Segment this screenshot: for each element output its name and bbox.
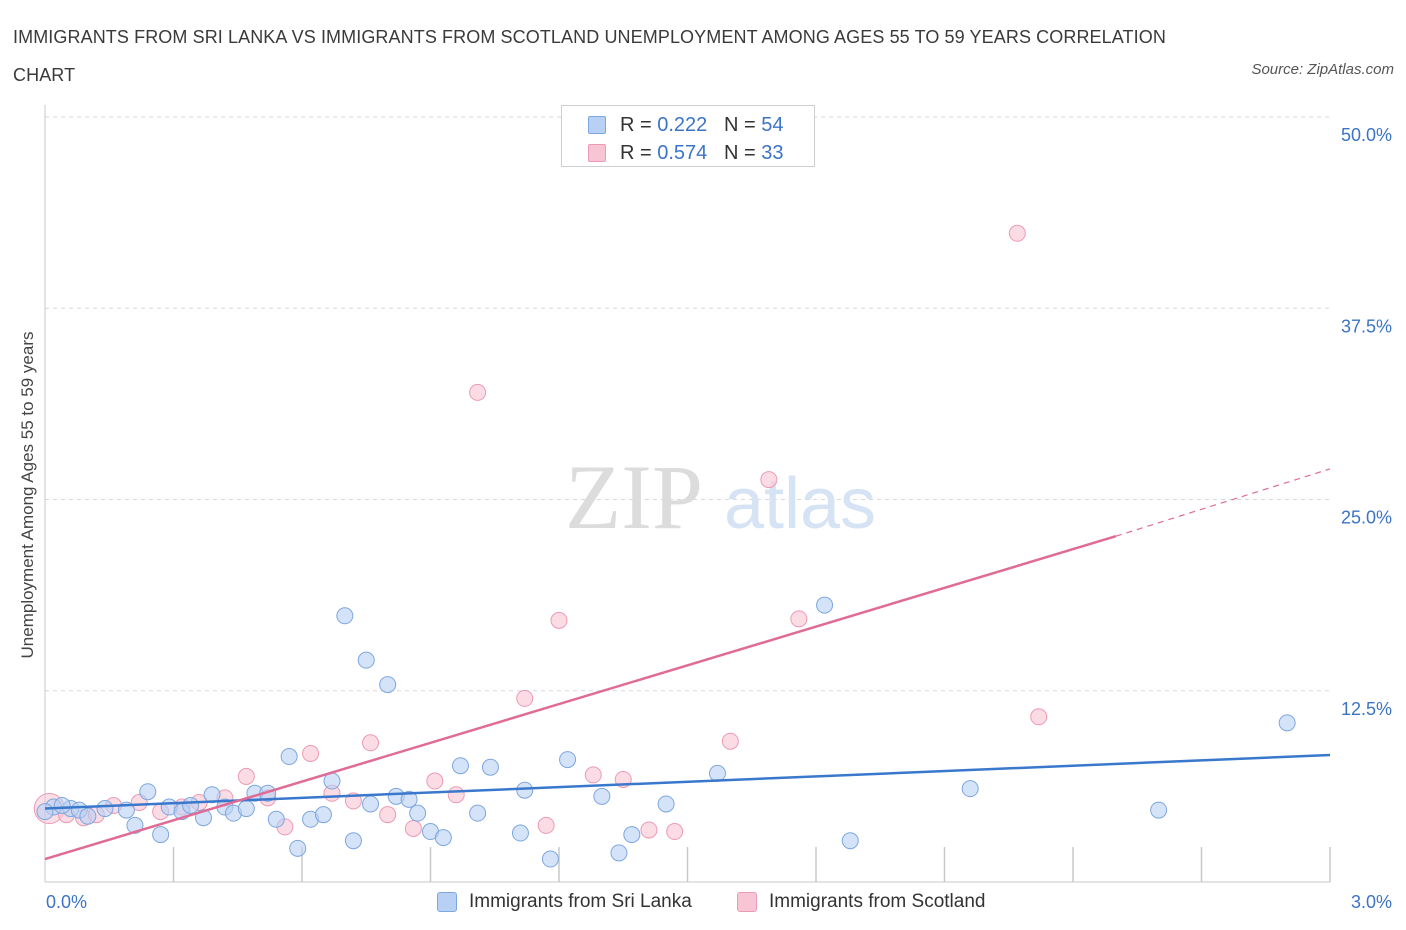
y-tick-label: 50.0% [1341,125,1392,145]
sri-lanka-point [53,797,71,814]
sri-lanka-point [961,780,979,798]
legend-swatch-blue [437,892,457,912]
scotland-point [237,767,255,785]
sri-lanka-point [237,800,255,818]
sri-lanka-trend-line [44,753,1331,810]
sri-lanka-point [139,783,157,801]
y-tick-label: 12.5% [1341,699,1392,719]
scotland-point [469,383,487,401]
scotland-trend-extension [1115,468,1331,537]
sri-lanka-point [314,806,332,824]
scotland-point [447,786,465,804]
scotland-point [404,819,422,837]
r-value: 0.222 [657,114,708,136]
scotland-point [790,610,808,628]
watermark: ZIP atlas [565,446,876,548]
y-tick-label: 37.5% [1341,316,1392,336]
scotland-trend-line [44,535,1117,861]
scotland-point [426,772,444,790]
axis-ticks [172,847,1331,882]
x-tick-label: 3.0% [1351,892,1392,912]
legend-label: Immigrants from Sri Lanka [469,891,692,912]
sri-lanka-point [708,764,726,782]
scotland-point [666,823,684,841]
sri-lanka-point [623,826,641,844]
legend-swatch-pink [737,892,757,912]
n-label: N = [723,114,756,136]
sri-lanka-point [593,787,611,805]
correlation-legend: R = 0.222 N = 54 R = 0.574 N = 33 [561,105,815,167]
sri-lanka-point [280,748,298,766]
n-value: 33 [761,142,784,164]
series-sri-lanka-points [36,596,1296,868]
legend-label: Immigrants from Scotland [769,891,986,912]
y-tick-label: 25.0% [1341,508,1392,528]
sri-lanka-point [451,757,469,775]
scotland-point [516,689,534,707]
watermark-zip: ZIP [565,446,703,548]
sri-lanka-point [336,607,354,625]
scotland-point [1030,708,1048,726]
trend-lines [44,468,1331,861]
scotland-point [721,732,739,750]
scotland-point [760,471,778,489]
sri-lanka-point [816,596,834,614]
series-scotland-points [33,224,1048,841]
sri-lanka-point [511,824,529,842]
sri-lanka-point [434,829,452,847]
sri-lanka-point [126,816,144,834]
y-axis-label: Unemployment Among Ages 55 to 59 years [18,332,37,659]
sri-lanka-point [379,676,397,694]
sri-lanka-point [344,832,362,850]
scotland-point [1008,224,1026,242]
sri-lanka-point [1278,714,1296,732]
gridlines [45,116,1330,692]
sri-lanka-point [96,800,114,818]
watermark-atlas: atlas [724,464,876,544]
legend-swatch-pink [588,144,606,162]
sri-lanka-point [469,804,487,822]
sri-lanka-point [1150,801,1168,819]
sri-lanka-point [481,758,499,776]
sri-lanka-point [541,850,559,868]
sri-lanka-point [657,795,675,813]
sri-lanka-point [400,790,418,808]
sri-lanka-point [841,832,859,850]
sri-lanka-point [559,751,577,769]
sri-lanka-point [182,797,200,814]
sri-lanka-point [357,651,375,669]
axis-labels: 12.5% 25.0% 37.5% 50.0% 0.0% 3.0% Unemployment… [18,125,1392,912]
sri-lanka-point [267,810,285,828]
scotland-point [302,744,320,762]
sri-lanka-point [79,807,97,825]
sri-lanka-point [610,844,628,862]
legend-swatch-blue [588,116,606,134]
scotland-point [379,806,397,824]
chart-title: IMMIGRANTS FROM SRI LANKA VS IMMIGRANTS … [13,27,1166,85]
scotland-point [550,611,568,629]
x-tick-label: 0.0% [46,892,87,912]
sri-lanka-point [289,839,307,857]
sri-lanka-point [152,826,170,844]
sri-lanka-point [409,804,427,822]
r-label: R = [620,142,652,164]
source-label: Source: ZipAtlas.com [1251,61,1394,78]
sri-lanka-point [362,795,380,813]
scotland-point [640,821,658,839]
n-label: N = [723,142,756,164]
sri-lanka-point [516,781,534,799]
r-value: 0.574 [657,142,708,164]
scotland-point [362,734,380,752]
sri-lanka-point [36,803,54,821]
scotland-point [584,766,602,784]
n-value: 54 [761,114,784,136]
scotland-point [537,816,555,834]
r-label: R = [620,114,652,136]
